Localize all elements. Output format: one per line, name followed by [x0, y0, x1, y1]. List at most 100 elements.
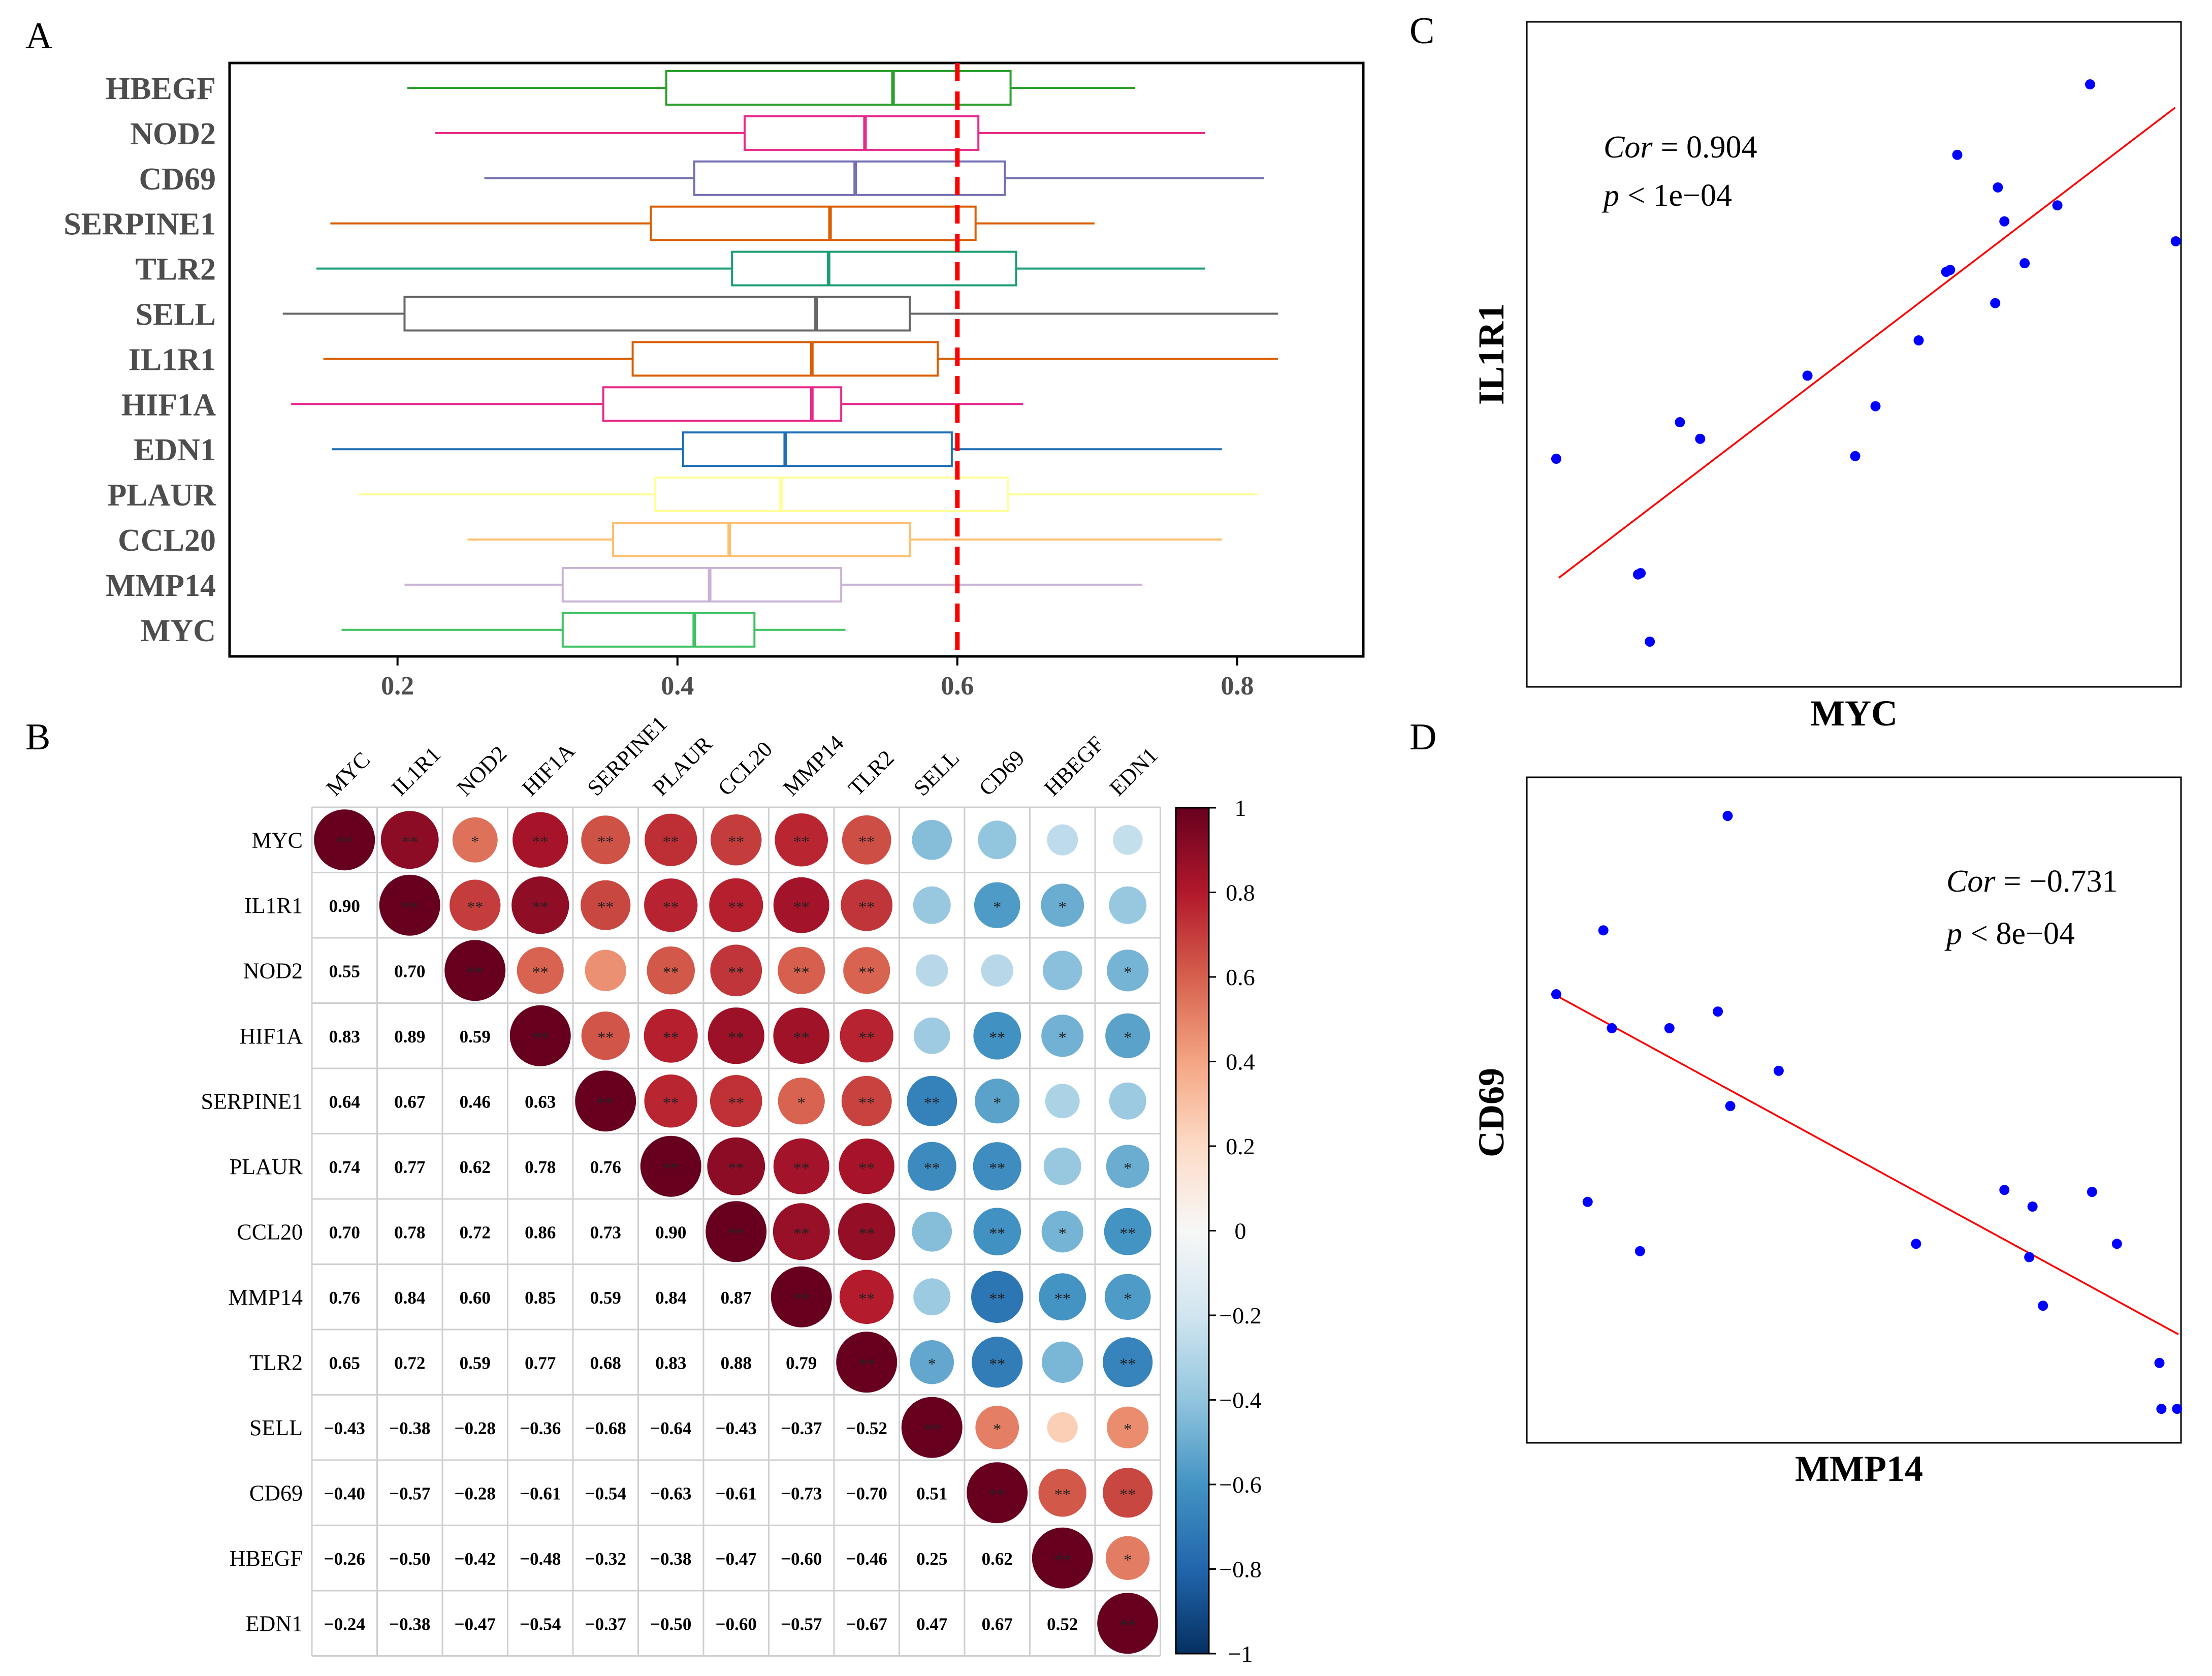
category-label: MYC	[141, 614, 216, 648]
cell-value: −0.28	[455, 1483, 496, 1503]
scatter-point	[2027, 1201, 2038, 1212]
panel-b-cells: ** ** * ** ** ** ** ** **0.90 ** ** ** ** ** ** ** ** * *0…	[314, 809, 1159, 1654]
box-serpine1	[330, 205, 1095, 241]
box-iqr	[403, 296, 911, 332]
x-tick-label: 0.4	[661, 672, 694, 701]
cell-circle	[709, 878, 763, 932]
panel-c-y-label: IL1R1	[1471, 303, 1512, 405]
box-iqr	[561, 566, 843, 603]
cell-circle	[380, 811, 439, 869]
scatter-point	[1993, 182, 2003, 193]
box-iqr	[731, 250, 1017, 287]
column-label-nod2: NOD2	[452, 741, 512, 801]
panel-c-scatter: C MYC IL1R1 Cor = 0.904 p < 1e−04	[1409, 10, 2182, 734]
cell-circle	[913, 886, 951, 924]
scatter-point	[1999, 1185, 2010, 1195]
cell-circle	[836, 1332, 897, 1393]
cell-significance: **	[858, 1289, 875, 1308]
scatter-point	[1675, 417, 1685, 428]
cell-value: 0.87	[721, 1288, 752, 1308]
cell-value: 0.90	[329, 896, 360, 916]
row-label-ccl20: CCL20	[237, 1219, 303, 1244]
cell-circle	[973, 1011, 1021, 1060]
panel-c-cor-annotation: Cor = 0.904	[1604, 130, 1757, 165]
scatter-point	[2038, 1301, 2048, 1311]
cell-circle	[1041, 883, 1084, 927]
cell-circle	[706, 1201, 767, 1262]
cell-significance: **	[858, 1028, 875, 1047]
category-label: CCL20	[118, 523, 216, 558]
colorbar-tick-label: 0.6	[1226, 964, 1255, 990]
category-label: IL1R1	[129, 342, 216, 377]
cell-significance: **	[858, 1159, 875, 1177]
colorbar-tick-label: −0.4	[1219, 1387, 1261, 1413]
cell-significance: *	[993, 1420, 1001, 1438]
cell-significance: **	[1119, 1354, 1136, 1373]
cell-significance: **	[1119, 1224, 1136, 1242]
cell-circle	[575, 1070, 636, 1132]
cell-circle	[452, 817, 498, 863]
cell-circle	[1104, 1274, 1151, 1320]
cell-value: −0.68	[585, 1418, 626, 1438]
cell-circle	[771, 1266, 832, 1327]
scatter-point	[1551, 989, 1561, 1000]
panel-d-plot-area	[1551, 810, 2183, 1414]
cell-circle	[839, 1270, 894, 1324]
cell-circle	[711, 814, 762, 866]
cell-significance: *	[1124, 1028, 1132, 1047]
cell-value: 0.64	[329, 1092, 360, 1112]
panel-a-letter: A	[25, 15, 52, 57]
colorbar-tick-label: 0.4	[1226, 1049, 1255, 1075]
scatter-point	[1607, 1023, 1617, 1033]
cell-circle	[708, 1007, 764, 1064]
cell-circle	[581, 1011, 630, 1060]
cell-significance: **	[858, 1224, 875, 1242]
row-label-mmp14: MMP14	[228, 1285, 303, 1310]
cell-circle	[450, 879, 501, 931]
scatter-point	[2170, 236, 2181, 246]
colorbar	[1175, 807, 1210, 1655]
box-ccl20	[467, 522, 1222, 557]
cell-value: 0.78	[394, 1222, 425, 1242]
box-hif1a	[291, 386, 1023, 422]
cell-significance: **	[924, 1420, 940, 1438]
cell-significance: **	[1054, 1485, 1071, 1503]
cell-significance: **	[728, 898, 744, 916]
cell-significance: **	[597, 1093, 614, 1112]
cell-value: 0.73	[590, 1222, 621, 1242]
panel-d-letter: D	[1409, 716, 1436, 758]
row-label-il1r1: IL1R1	[244, 893, 303, 918]
box-iqr	[682, 431, 953, 467]
column-label-myc: MYC	[322, 747, 375, 801]
cell-circle	[907, 1076, 957, 1126]
cell-value: −0.40	[324, 1483, 365, 1503]
cell-value: 0.67	[394, 1092, 425, 1112]
panel-a-boxplot: A HBEGF NOD2 CD69 SERPINE1 TLR2 SELL IL1R1 HIF1…	[25, 15, 1365, 701]
cell-value: 0.85	[525, 1288, 556, 1308]
cell-significance: **	[793, 1159, 810, 1177]
cell-circle	[707, 1137, 765, 1195]
cell-circle	[913, 1017, 950, 1054]
cell-circle	[1032, 1527, 1093, 1589]
cell-circle	[1047, 1412, 1078, 1443]
cell-significance: **	[924, 1159, 940, 1177]
scatter-point	[1713, 1006, 1723, 1017]
cell-value: −0.54	[585, 1483, 626, 1503]
cell-significance: **	[858, 1093, 875, 1112]
scatter-point	[2019, 258, 2030, 269]
category-label: SELL	[135, 298, 216, 332]
cell-circle	[773, 877, 829, 933]
scatter-point	[1634, 1246, 1645, 1256]
scatter-point	[1664, 1023, 1675, 1033]
cell-significance: **	[858, 898, 875, 916]
cell-circle	[710, 1074, 762, 1127]
cell-significance: **	[728, 1224, 744, 1242]
cell-significance: *	[1059, 898, 1067, 916]
column-label-mmp14: MMP14	[778, 731, 848, 801]
cell-significance: **	[1119, 1485, 1136, 1503]
cell-significance: **	[597, 832, 614, 850]
cell-circle	[1042, 1341, 1083, 1383]
cell-circle	[644, 1008, 698, 1063]
cell-value: 0.46	[460, 1092, 491, 1112]
cell-circle	[778, 1078, 825, 1125]
